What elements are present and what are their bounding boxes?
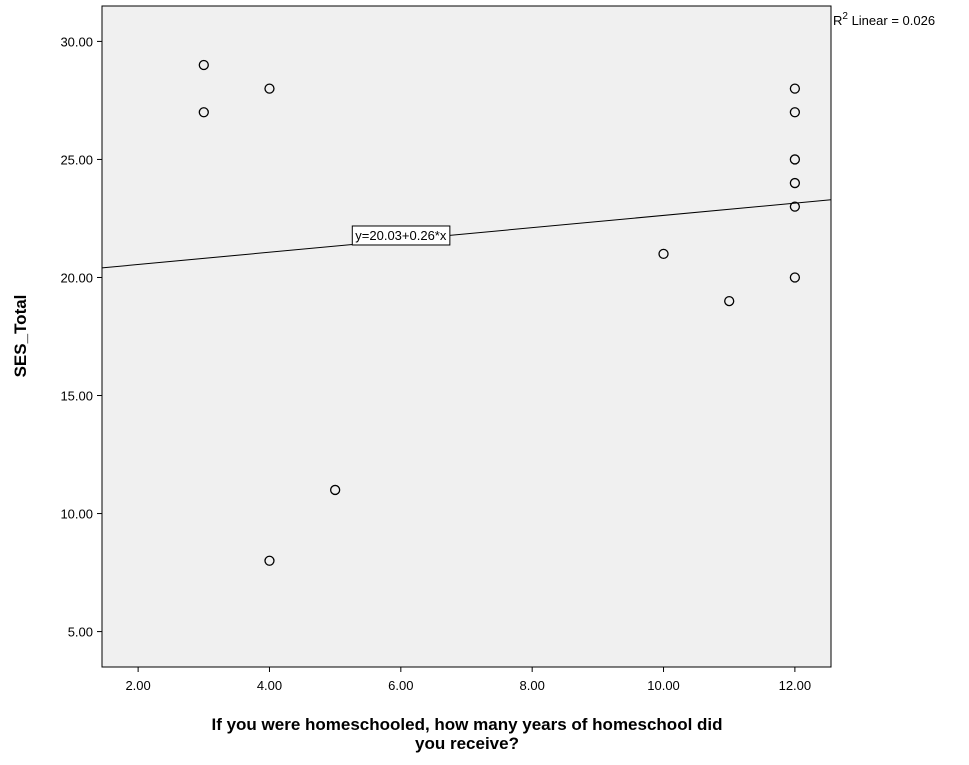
x-axis-title-line-2: you receive? [415, 734, 519, 753]
y-axis-title: SES_Total [11, 295, 30, 378]
y-tick-label: 15.00 [60, 389, 93, 404]
data-point [264, 555, 275, 566]
data-point [789, 107, 801, 118]
data-point [658, 248, 669, 260]
points-group [198, 59, 801, 566]
data-point [789, 272, 801, 283]
fit-line-group [101, 199, 832, 269]
data-point [789, 83, 801, 94]
data-point [198, 59, 209, 71]
data-point [329, 484, 341, 496]
r-squared-value: Linear = 0.026 [848, 13, 935, 28]
data-point [789, 177, 801, 189]
r-squared-superscript: 2 [842, 11, 848, 22]
r-squared-label: R2 Linear = 0.026 [833, 11, 935, 28]
y-axis: 5.00 10.00 15.00 20.00 25.00 30.00 [60, 34, 102, 640]
y-tick-label: 20.00 [60, 270, 93, 285]
y-tick-label: 30.00 [60, 34, 93, 49]
equation-label: y=20.03+0.26*x [355, 228, 447, 243]
r-squared-prefix: R [833, 13, 842, 28]
data-point [198, 107, 209, 118]
data-point [264, 83, 275, 94]
equation-label-box: y=20.03+0.26*x [351, 225, 451, 246]
regression-line [101, 199, 832, 269]
plot-area [101, 5, 832, 668]
y-tick-label: 5.00 [68, 625, 93, 640]
x-axis: 2.00 4.00 6.00 8.00 10.00 12.00 [125, 667, 811, 693]
x-axis-title-line-1: If you were homeschooled, how many years… [211, 715, 722, 734]
x-tick-label: 8.00 [520, 678, 545, 693]
x-tick-label: 12.00 [779, 678, 812, 693]
x-tick-label: 2.00 [125, 678, 150, 693]
y-tick-label: 10.00 [60, 507, 93, 522]
data-point [789, 201, 801, 212]
x-tick-label: 4.00 [257, 678, 282, 693]
data-point [724, 295, 735, 307]
x-tick-label: 10.00 [647, 678, 680, 693]
x-tick-label: 6.00 [388, 678, 413, 693]
data-point [789, 154, 801, 165]
y-tick-label: 25.00 [60, 152, 93, 167]
